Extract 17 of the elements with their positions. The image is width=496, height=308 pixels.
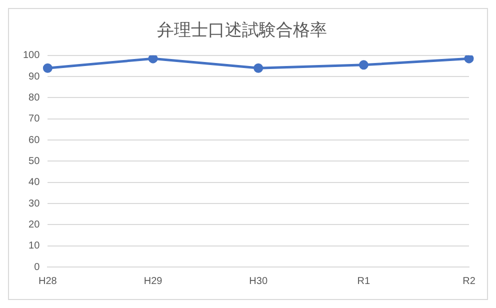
y-tick-label: 20 [28, 219, 40, 230]
x-tick-label: H29 [144, 276, 163, 287]
y-tick-label: 80 [28, 92, 40, 104]
y-tick-label: 60 [28, 134, 40, 146]
x-tick-label: R1 [357, 276, 370, 287]
y-tick-label: 90 [28, 71, 40, 82]
chart-title: 弁理士口述試験合格率 [157, 20, 327, 41]
y-tick-label: 50 [28, 156, 40, 167]
x-tick-label: H28 [38, 276, 58, 287]
y-tick-label: 70 [28, 114, 40, 125]
y-tick-label: 10 [28, 240, 40, 252]
y-tick-label: 40 [28, 177, 40, 188]
y-tick-label: 0 [34, 262, 40, 273]
x-tick-label: H30 [249, 276, 268, 287]
y-tick-label: 100 [22, 50, 40, 62]
y-tick-label: 30 [28, 198, 40, 210]
x-tick-label: R2 [462, 276, 476, 287]
